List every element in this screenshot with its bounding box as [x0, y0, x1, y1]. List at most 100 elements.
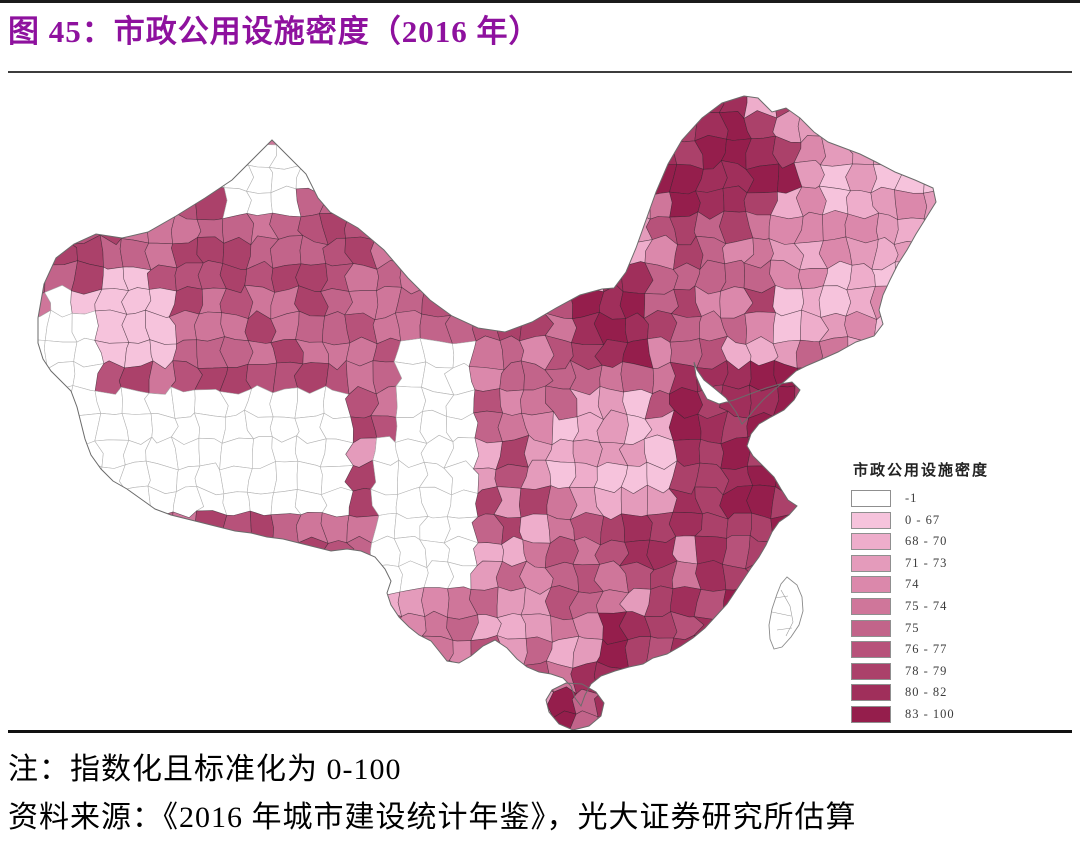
prefecture-region	[895, 313, 929, 344]
prefecture-region	[395, 635, 429, 670]
prefecture-region	[46, 160, 75, 195]
prefecture-region	[171, 636, 201, 668]
prefecture-region	[971, 210, 1001, 243]
prefecture-region	[923, 214, 936, 244]
prefecture-region	[122, 516, 149, 545]
prefecture-region	[420, 235, 452, 264]
prefecture-region	[218, 559, 255, 591]
prefecture-region	[798, 661, 827, 691]
legend-item: 80 - 82	[851, 684, 1026, 702]
prefecture-region	[70, 687, 104, 720]
prefecture-region	[569, 185, 600, 217]
prefecture-region	[70, 561, 97, 595]
prefecture-region	[822, 586, 851, 618]
prefecture-region	[270, 96, 302, 121]
prefecture-region	[973, 339, 1000, 370]
prefecture-region	[974, 412, 1003, 445]
prefecture-region	[94, 536, 126, 570]
prefecture-region	[746, 435, 777, 468]
prefecture-region	[868, 386, 904, 419]
prefecture-region	[521, 184, 554, 221]
prefecture-region	[71, 135, 100, 170]
prefecture-region	[868, 364, 904, 393]
prefecture-region	[745, 714, 777, 730]
prefecture-region	[45, 688, 80, 721]
prefecture-region	[144, 688, 179, 720]
prefecture-region	[47, 459, 78, 489]
prefecture-region	[270, 637, 299, 670]
prefecture-region	[594, 714, 628, 730]
prefecture-region	[1022, 138, 1053, 169]
prefecture-region	[470, 710, 503, 730]
prefecture-region	[996, 386, 1029, 418]
figure-title: 图 45：市政公用设施密度（2016 年）	[8, 14, 541, 49]
prefecture-region	[796, 96, 828, 118]
prefecture-region	[820, 560, 851, 595]
prefecture-region	[870, 96, 905, 121]
prefecture-region	[997, 87, 1027, 120]
prefecture-region	[920, 134, 936, 169]
prefecture-region	[170, 615, 205, 640]
prefecture-region	[38, 660, 55, 695]
prefecture-region	[598, 96, 629, 120]
prefecture-region	[800, 511, 829, 543]
taiwan-island	[768, 576, 804, 650]
prefecture-region	[947, 312, 973, 343]
prefecture-region	[345, 163, 378, 191]
legend-item: 75 - 74	[851, 597, 1026, 615]
prefecture-region	[170, 661, 201, 691]
prefecture-region	[772, 436, 804, 470]
prefecture-region	[173, 584, 205, 620]
prefecture-region	[1023, 615, 1053, 643]
prefecture-region	[920, 335, 936, 370]
legend-swatch	[851, 705, 891, 723]
prefecture-region	[94, 515, 127, 546]
prefecture-region	[38, 184, 54, 219]
prefecture-region	[94, 636, 128, 667]
prefecture-region	[348, 184, 378, 220]
prefecture-region	[923, 117, 936, 146]
prefecture-region	[146, 561, 178, 594]
prefecture-region	[145, 136, 178, 170]
prefecture-region	[94, 562, 128, 595]
prefecture-region	[621, 110, 654, 143]
prefecture-region	[922, 386, 936, 418]
prefecture-region	[772, 309, 802, 345]
prefecture-region	[126, 588, 153, 619]
legend-label: 76 - 77	[905, 642, 948, 657]
prefecture-region	[318, 184, 354, 217]
prefecture-region	[1022, 111, 1052, 145]
prefecture-region	[720, 686, 750, 717]
prefecture-region	[170, 162, 201, 194]
prefecture-region	[970, 87, 1004, 118]
prefecture-region	[471, 240, 500, 270]
prefecture-region	[195, 536, 229, 565]
legend-item: 74	[851, 576, 1026, 594]
prefecture-region	[494, 714, 529, 730]
prefecture-region	[797, 635, 828, 668]
prefecture-region	[68, 540, 97, 564]
prefecture-region	[623, 713, 654, 730]
prefecture-region	[995, 365, 1027, 393]
prefecture-region	[494, 263, 530, 294]
prefecture-region	[900, 416, 930, 445]
prefecture-region	[898, 334, 928, 370]
prefecture-region	[998, 339, 1029, 370]
legend-swatch	[851, 662, 891, 680]
prefecture-region	[845, 410, 877, 442]
prefecture-region	[920, 159, 936, 194]
prefecture-region	[998, 189, 1026, 212]
prefecture-region	[996, 211, 1028, 243]
prefecture-region	[172, 561, 198, 591]
prefecture-region	[221, 685, 250, 718]
prefecture-region	[171, 535, 202, 570]
prefecture-region	[38, 136, 54, 168]
prefecture-region	[221, 639, 254, 670]
prefecture-region	[373, 96, 403, 120]
prefecture-region	[619, 164, 654, 196]
prefecture-region	[1025, 516, 1053, 541]
prefecture-region	[945, 262, 978, 293]
prefecture-region	[122, 266, 152, 291]
prefecture-region	[195, 186, 228, 221]
prefecture-region	[1021, 91, 1053, 119]
